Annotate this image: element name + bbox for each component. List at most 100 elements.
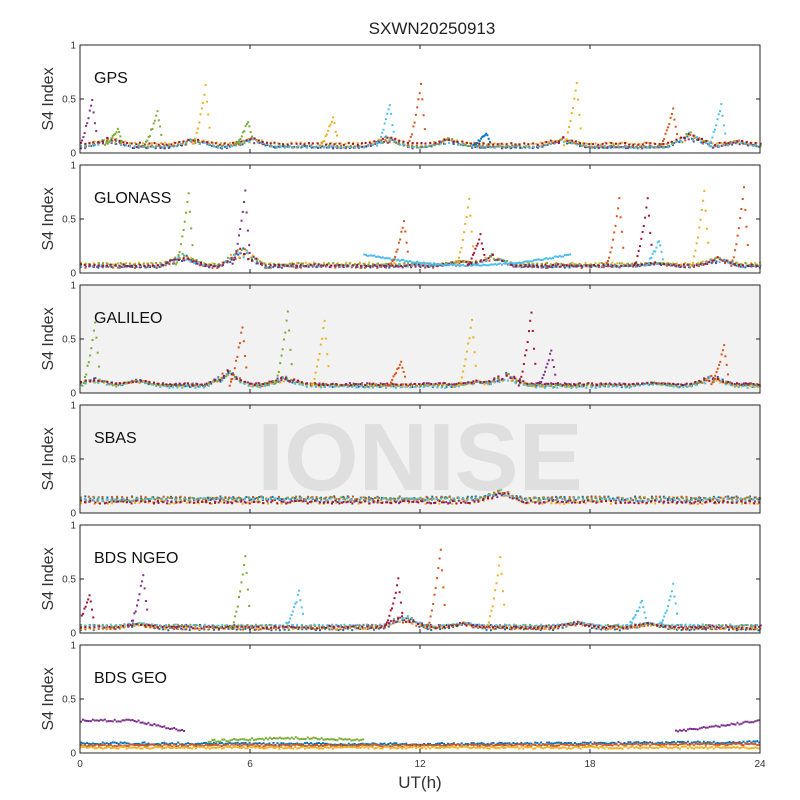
data-point [637,382,639,385]
data-point [348,382,351,385]
data-point [466,382,469,385]
data-point [554,384,557,386]
data-point [592,143,595,146]
data-point [318,497,321,500]
data-point [726,501,729,504]
data-point [466,263,469,266]
data-point [148,142,151,145]
data-point [703,189,706,192]
data-point [724,132,727,135]
data-point [555,495,558,498]
data-point [650,145,653,148]
data-point [751,385,754,388]
data-point [712,496,715,499]
data-point [550,264,553,267]
data-point [82,382,85,384]
data-point [113,383,116,386]
data-point [552,142,554,144]
data-point [333,384,336,387]
data-point [683,499,686,502]
data-point [458,385,460,388]
data-point [599,143,602,146]
data-point [754,496,757,499]
data-point [558,254,561,257]
data-point [572,141,575,144]
data-point [270,145,273,148]
data-point [128,499,131,502]
data-point [310,146,313,149]
data-point [722,500,725,502]
data-point [656,241,659,244]
data-point [294,381,297,384]
data-point [272,380,275,383]
data-point [295,142,298,145]
data-point [524,497,527,500]
data-point [478,499,481,502]
data-point [580,266,583,269]
data-point [231,141,234,144]
data-point [288,498,291,501]
data-point [678,499,681,501]
data-point [441,262,443,265]
data-point [462,370,465,373]
data-point [744,384,747,387]
data-point [556,139,559,142]
data-point [234,252,237,255]
data-point [284,376,287,379]
data-point [521,264,523,267]
data-point [255,257,258,260]
data-point [462,260,464,263]
data-point [718,501,720,504]
data-point [649,262,652,265]
data-point [386,265,389,268]
data-point [699,263,702,266]
data-point [165,262,168,265]
data-point [605,499,607,502]
data-point [288,329,291,332]
data-point [377,499,379,502]
data-point [637,502,640,505]
data-point [533,383,536,386]
data-point [479,381,482,384]
data-point [462,497,465,500]
data-point [219,380,222,383]
data-point [386,141,389,144]
data-point [539,141,542,144]
data-point [497,492,500,495]
data-point [106,380,109,383]
y-tick-label: 0 [70,149,76,160]
data-point [645,206,648,209]
data-point [484,496,487,499]
data-point [714,377,717,380]
data-point [409,497,412,500]
data-point [371,144,374,147]
data-point [324,383,327,386]
data-point [220,264,223,267]
data-point [625,141,628,144]
data-point [551,499,554,502]
data-point [267,502,270,505]
data-point [296,381,299,384]
data-point [173,260,176,263]
data-point [104,502,106,505]
data-point [422,114,425,117]
data-point [470,230,473,233]
data-point [553,386,556,388]
data-point [626,497,629,500]
data-point [261,498,264,500]
data-point [338,500,341,502]
data-point [167,144,170,147]
data-point [605,142,608,145]
data-point [672,262,675,265]
data-point [290,142,293,145]
data-point [563,384,566,387]
data-point [562,136,565,139]
data-point [107,138,110,141]
data-point [106,137,109,139]
data-point [735,264,738,267]
data-point [221,146,223,149]
data-point [708,498,711,501]
data-point [530,382,533,385]
data-point [736,496,739,499]
data-point [284,146,286,149]
